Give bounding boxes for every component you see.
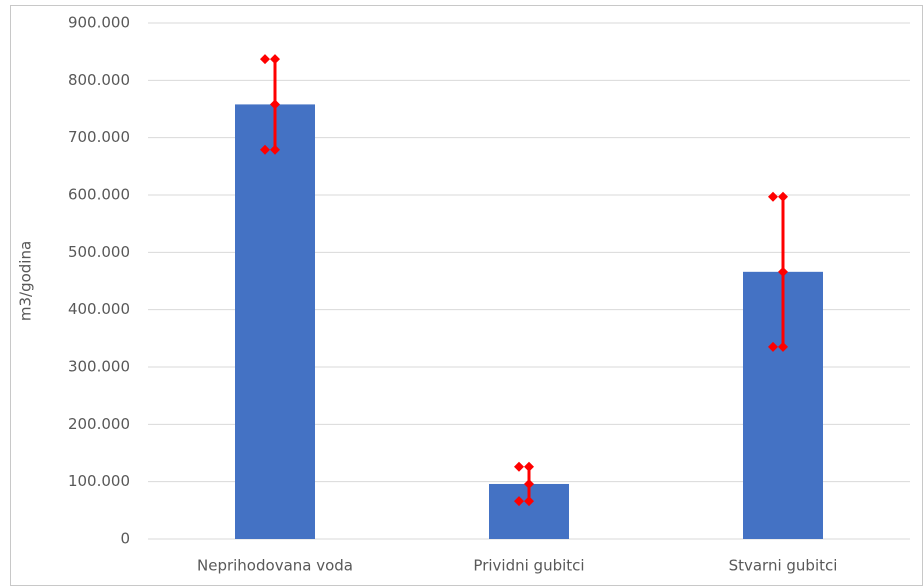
y-tick-label: 300.000 (68, 358, 130, 376)
y-tick-label: 600.000 (68, 186, 130, 204)
y-tick-label: 400.000 (68, 300, 130, 318)
y-tick-label: 200.000 (68, 415, 130, 433)
x-tick-label: Neprihodovana voda (197, 557, 353, 575)
error-cap-top (768, 191, 788, 202)
error-cap-bottom (768, 341, 788, 352)
error-center (778, 266, 788, 277)
y-tick-label: 100.000 (68, 472, 130, 490)
bar (235, 104, 315, 539)
error-cap-bottom (260, 144, 280, 155)
y-tick-label: 900.000 (68, 14, 130, 32)
y-tick-label: 700.000 (68, 128, 130, 146)
error-cap-top (514, 461, 534, 472)
error-cap-bottom (514, 496, 534, 507)
x-tick-label: Prividni gubitci (473, 557, 584, 575)
y-tick-label: 800.000 (68, 71, 130, 89)
y-tick-label: 500.000 (68, 243, 130, 261)
error-center (270, 99, 280, 110)
y-tick-label: 0 (120, 530, 130, 548)
y-axis-label: m3/godina (17, 241, 35, 321)
x-tick-label: Stvarni gubitci (729, 557, 838, 575)
error-cap-top (260, 54, 280, 65)
error-center (524, 478, 534, 489)
